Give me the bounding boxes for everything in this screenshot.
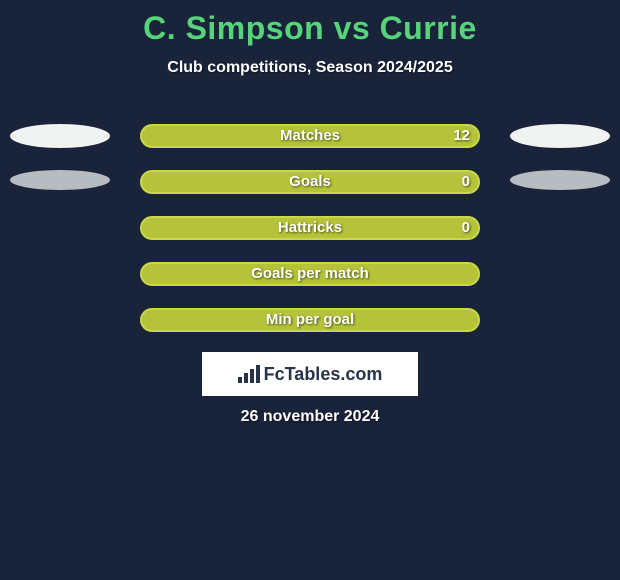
- stat-bar: [140, 262, 480, 286]
- stat-bar: [140, 216, 480, 240]
- right-ellipse: [510, 170, 610, 190]
- stat-row: Hattricks0: [0, 212, 620, 258]
- stat-bar: [140, 170, 480, 194]
- page-subtitle: Club competitions, Season 2024/2025: [0, 59, 620, 77]
- stat-row: Min per goal: [0, 304, 620, 350]
- stat-bar: [140, 308, 480, 332]
- logo-bars-icon: [238, 365, 260, 383]
- left-ellipse: [10, 124, 110, 148]
- stats-rows: Matches12Goals0Hattricks0Goals per match…: [0, 120, 620, 350]
- left-ellipse: [10, 170, 110, 190]
- stat-bar: [140, 124, 480, 148]
- comparison-infographic: C. Simpson vs Currie Club competitions, …: [0, 0, 620, 580]
- stat-row: Matches12: [0, 120, 620, 166]
- right-ellipse: [510, 124, 610, 148]
- page-title: C. Simpson vs Currie: [0, 0, 620, 47]
- stat-row: Goals0: [0, 166, 620, 212]
- logo-text: FcTables.com: [264, 364, 383, 385]
- stat-row: Goals per match: [0, 258, 620, 304]
- fctables-logo: FcTables.com: [202, 352, 418, 396]
- snapshot-date: 26 november 2024: [0, 408, 620, 426]
